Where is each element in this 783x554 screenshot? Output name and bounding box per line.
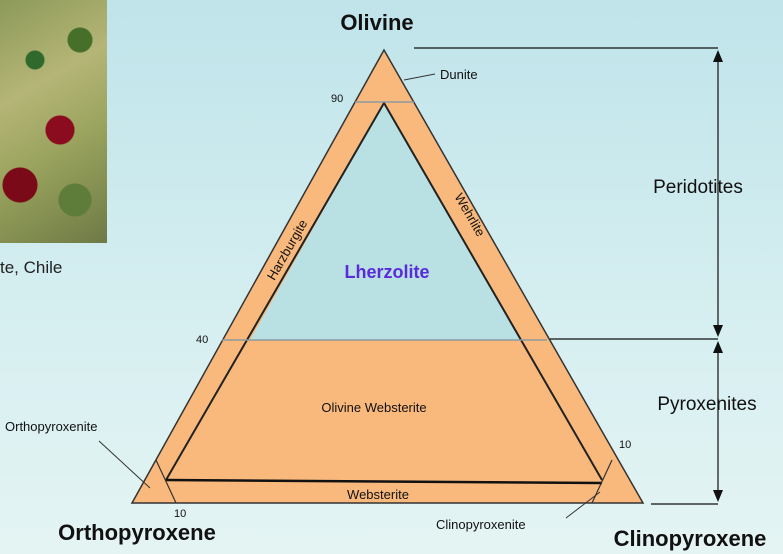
- tick-olivine-90: 90: [331, 93, 343, 105]
- websterite-top-line: [165, 478, 603, 485]
- clinopyroxenite-leader: [565, 491, 601, 519]
- orthopyroxenite-leader: [98, 440, 151, 489]
- label-dunite: Dunite: [440, 67, 478, 82]
- label-clinopyroxenite: Clinopyroxenite: [436, 517, 526, 532]
- tick-olivine-40: 40: [196, 334, 208, 346]
- label-orthopyroxenite: Orthopyroxenite: [5, 419, 98, 434]
- label-websterite: Websterite: [347, 487, 409, 502]
- label-lherzolite: Lherzolite: [344, 262, 429, 282]
- dunite-leader: [403, 73, 436, 81]
- vertex-orthopyroxene: Orthopyroxene: [58, 520, 216, 545]
- tick-opx-10: 10: [174, 508, 186, 520]
- tick-cpx-10: 10: [619, 439, 631, 451]
- arrow-up-top: [713, 50, 723, 62]
- label-peridotites: Peridotites: [653, 177, 743, 198]
- vertex-olivine: Olivine: [340, 10, 413, 35]
- label-pyroxenites: Pyroxenites: [657, 394, 756, 415]
- photo-caption: te, Chile: [0, 258, 63, 277]
- label-olivine-websterite: Olivine Websterite: [321, 400, 426, 415]
- vertex-clinopyroxene: Clinopyroxene: [614, 526, 767, 551]
- inner-triangle-outline: [165, 101, 603, 481]
- boundary-opx-10: [155, 459, 177, 504]
- arrow-down-bottom: [713, 490, 723, 502]
- lherzolite-region: [250, 103, 520, 340]
- arrow-down-mid: [713, 325, 723, 337]
- arrow-up-mid: [713, 341, 723, 353]
- rock-photo: [0, 0, 107, 243]
